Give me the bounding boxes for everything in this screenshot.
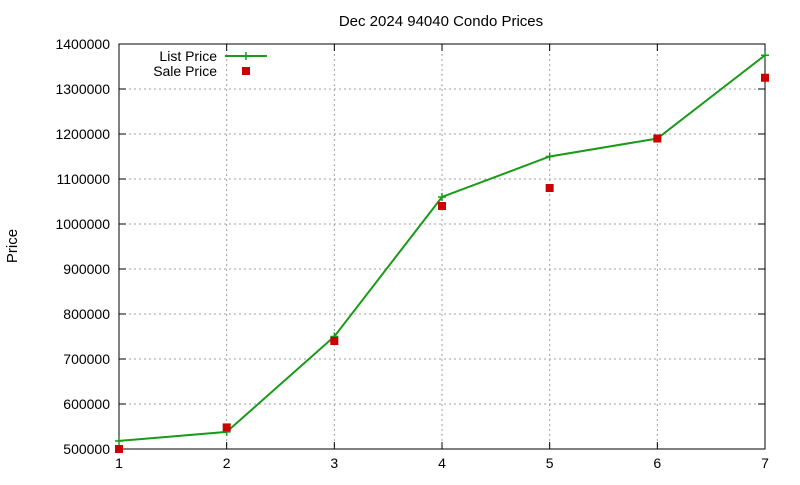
data-point xyxy=(115,445,123,453)
legend-item: Sale Price xyxy=(153,63,250,79)
y-tick-label: 700000 xyxy=(63,351,110,367)
data-point xyxy=(653,134,662,143)
x-tick-label: 2 xyxy=(223,455,231,471)
y-tick-label: 1400000 xyxy=(55,36,110,52)
chart-title: Dec 2024 94040 Condo Prices xyxy=(339,13,543,30)
x-tick-label: 1 xyxy=(115,455,123,471)
x-tick-label: 7 xyxy=(761,455,769,471)
data-point xyxy=(545,184,554,192)
y-axis-label: Price xyxy=(4,229,21,263)
series-sale-price xyxy=(115,73,769,453)
tick-labels: 500000 600000 700000 800000 900000 1000000 110… xyxy=(55,36,769,471)
legend-label: List Price xyxy=(159,48,217,64)
y-tick-label: 500000 xyxy=(63,441,110,457)
y-tick-label: 600000 xyxy=(63,396,110,412)
data-point xyxy=(222,423,231,432)
legend-marker xyxy=(242,52,250,60)
series-line xyxy=(118,54,766,442)
y-tick-label: 1300000 xyxy=(55,81,110,97)
x-tick-label: 4 xyxy=(438,455,446,471)
data-point xyxy=(438,202,446,210)
y-tick-label: 1000000 xyxy=(55,216,110,232)
y-tick-label: 1200000 xyxy=(55,126,110,142)
data-point xyxy=(545,152,554,161)
y-tick-label: 900000 xyxy=(63,261,110,277)
x-tick-label: 5 xyxy=(546,455,554,471)
legend-marker xyxy=(242,67,250,75)
legend-item: List Price xyxy=(159,48,267,64)
data-point xyxy=(330,337,339,345)
axes xyxy=(118,43,766,450)
x-tick-label: 6 xyxy=(653,455,661,471)
y-tick-label: 800000 xyxy=(63,306,110,322)
y-tick-label: 1100000 xyxy=(57,171,111,187)
x-tick-label: 3 xyxy=(330,455,338,471)
data-series xyxy=(115,51,769,453)
data-point xyxy=(761,73,769,82)
grid-lines xyxy=(119,44,765,449)
data-point xyxy=(761,51,769,60)
data-point xyxy=(438,193,446,201)
legend-label: Sale Price xyxy=(153,63,217,79)
data-point xyxy=(115,436,123,445)
